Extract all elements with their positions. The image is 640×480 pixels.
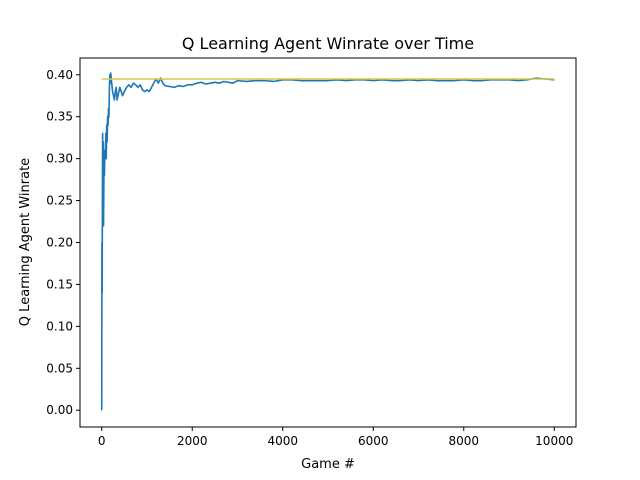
winrate-series-line — [100, 72, 555, 411]
x-tick-label: 0 — [98, 434, 106, 448]
plot-frame — [79, 57, 577, 428]
y-tick-label: 0.00 — [46, 403, 73, 417]
y-tick-label: 0.40 — [46, 68, 73, 82]
y-tick-label: 0.05 — [46, 361, 73, 375]
y-tick-label: 0.35 — [46, 110, 73, 124]
chart-title: Q Learning Agent Winrate over Time — [182, 34, 474, 53]
x-axis-label: Game # — [301, 457, 355, 472]
y-tick-label: 0.15 — [46, 277, 73, 291]
x-axis-ticks: 0 2000 4000 6000 8000 10000 — [98, 427, 573, 448]
y-tick-label: 0.20 — [46, 236, 73, 250]
y-axis-label: Q Learning Agent Winrate — [18, 158, 33, 326]
plot-area — [80, 58, 576, 427]
y-axis-ticks: 0.00 0.05 0.10 0.15 0.20 0.25 0.30 0.35 0.40 — [46, 68, 80, 417]
x-tick-label: 4000 — [267, 434, 298, 448]
x-tick-label: 6000 — [358, 434, 389, 448]
y-tick-label: 0.10 — [46, 319, 73, 333]
y-tick-label: 0.25 — [46, 194, 73, 208]
x-tick-label: 8000 — [448, 434, 479, 448]
x-tick-label: 10000 — [535, 434, 573, 448]
x-tick-label: 2000 — [177, 434, 208, 448]
series-layer — [100, 72, 555, 411]
y-tick-label: 0.30 — [46, 152, 73, 166]
